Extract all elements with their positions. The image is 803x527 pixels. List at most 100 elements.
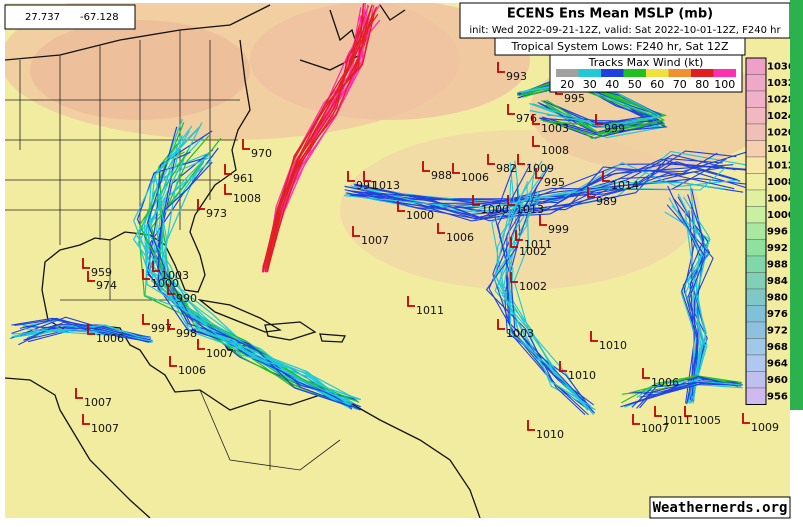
low-pressure-label: 990 xyxy=(176,292,197,305)
low-symbol xyxy=(87,324,95,335)
track xyxy=(633,375,740,393)
low-pressure-label: 961 xyxy=(233,172,254,185)
low-pressure-label: 982 xyxy=(496,162,517,175)
low-pressure-label: 995 xyxy=(564,92,585,105)
low-pressure-label: 1007 xyxy=(361,234,389,247)
wind-swatch xyxy=(646,69,669,77)
low-pressure-label: 993 xyxy=(506,70,527,83)
track xyxy=(492,162,590,407)
low-symbol xyxy=(352,226,360,237)
colorbar-label: 968 xyxy=(767,342,788,353)
low-symbol xyxy=(82,258,90,269)
low-symbol xyxy=(487,154,495,165)
colorbar-cell xyxy=(745,107,767,125)
low-pressure-label: 1003 xyxy=(506,327,534,340)
low-pressure-label: 970 xyxy=(251,147,272,160)
low-pressure-label: 1002 xyxy=(519,280,547,293)
colorbar-label: 972 xyxy=(767,325,788,336)
title-box xyxy=(459,2,791,39)
track xyxy=(266,4,364,269)
track xyxy=(157,147,356,400)
colorbar-frame xyxy=(745,57,767,405)
low-pressure-label: 976 xyxy=(516,112,537,125)
wind-swatch xyxy=(601,69,624,77)
wind-swatch xyxy=(623,69,646,77)
colorbar-label: 1016 xyxy=(767,144,795,155)
low-pressure-label: 1011 xyxy=(663,414,691,427)
track xyxy=(344,167,727,209)
colorbar: 1036 1032 1028 1024 1020 1016 1012 1008 1004 1000… xyxy=(745,57,795,405)
low-symbol xyxy=(142,314,150,325)
low-pressure-label: 1009 xyxy=(526,162,554,175)
low-pressure-label: 1007 xyxy=(84,396,112,409)
track xyxy=(677,209,706,397)
low-pressure-label: 1007 xyxy=(641,422,669,435)
low-symbol xyxy=(742,413,750,424)
low-symbol xyxy=(422,161,430,172)
low-symbol xyxy=(497,319,505,330)
low-pressure-label: 1013 xyxy=(516,203,544,216)
colorbar-cell xyxy=(745,74,767,92)
low-pressure-label: 999 xyxy=(604,122,625,135)
low-symbol xyxy=(532,114,540,125)
low-pressure-label: 1013 xyxy=(372,179,400,192)
low-symbol xyxy=(632,414,640,425)
low-pressure-label: 1007 xyxy=(206,347,234,360)
low-symbol xyxy=(224,164,232,175)
low-pressure-label: 1008 xyxy=(233,192,261,205)
low-symbol xyxy=(517,154,525,165)
colorbar-cell xyxy=(745,354,767,372)
low-symbol xyxy=(654,406,662,417)
low-symbol xyxy=(497,62,505,73)
low-symbol xyxy=(169,356,177,367)
track xyxy=(354,152,718,216)
wind-swatch xyxy=(668,69,691,77)
colorbar-cell xyxy=(745,387,767,405)
low-pressure-label: 1006 xyxy=(461,171,489,184)
low-symbol xyxy=(535,168,543,179)
low-pressure-label: 973 xyxy=(206,207,227,220)
colorbar-label: 1032 xyxy=(767,78,795,89)
track xyxy=(639,375,739,398)
colorbar-label: 1012 xyxy=(767,160,795,171)
low-symbol xyxy=(472,195,480,206)
low-symbol xyxy=(437,223,445,234)
wind-label: 20 xyxy=(560,78,574,91)
wind-swatch xyxy=(713,69,736,77)
colorbar-cell xyxy=(745,173,767,191)
colorbar-cell xyxy=(745,189,767,207)
low-pressure-label: 1011 xyxy=(416,304,444,317)
colorbar-label: 1004 xyxy=(767,193,795,204)
colorbar-cell xyxy=(745,57,767,75)
colorbar-label: 1000 xyxy=(767,210,795,221)
low-pressure-label: 1002 xyxy=(519,245,547,258)
track xyxy=(14,319,150,342)
low-symbol xyxy=(397,201,405,212)
wind-label: 80 xyxy=(695,78,709,91)
low-pressure-label: 997 xyxy=(151,322,172,335)
coastlines xyxy=(5,4,481,518)
colorbar-label: 992 xyxy=(767,243,788,254)
low-symbol xyxy=(507,104,515,115)
track xyxy=(354,161,738,204)
track xyxy=(684,211,708,398)
low-symbol xyxy=(532,136,540,147)
wind-label: 40 xyxy=(605,78,619,91)
low-pressure-label: 988 xyxy=(431,169,452,182)
track xyxy=(264,6,378,273)
low-pressure-label: 998 xyxy=(176,327,197,340)
low-pressure-label: 1008 xyxy=(541,144,569,157)
colorbar-cell xyxy=(745,206,767,224)
low-pressure-label: 1011 xyxy=(524,238,552,251)
low-symbol xyxy=(590,331,598,342)
low-symbol xyxy=(452,163,460,174)
low-symbol xyxy=(602,171,610,182)
low-pressure-label: 1006 xyxy=(96,332,124,345)
low-symbol xyxy=(82,414,90,425)
track xyxy=(505,174,596,414)
low-symbol xyxy=(167,319,175,330)
low-pressure-label: 959 xyxy=(91,266,112,279)
low-symbol xyxy=(642,368,650,379)
longitude: -67.128 xyxy=(80,12,119,23)
low-symbol xyxy=(363,171,371,182)
